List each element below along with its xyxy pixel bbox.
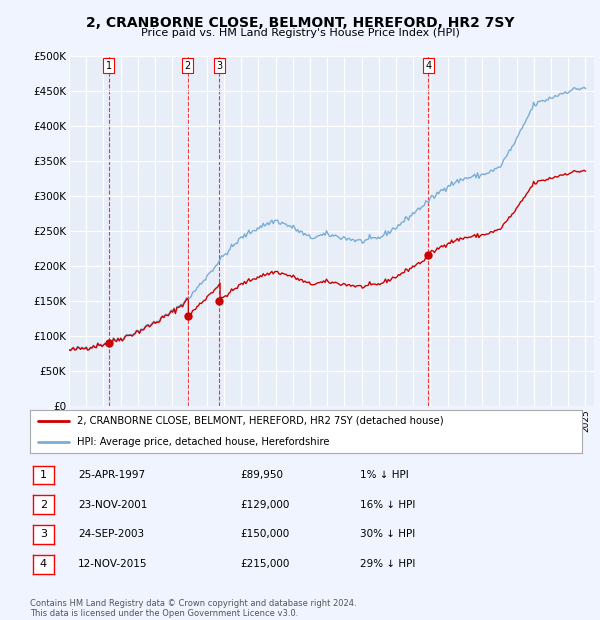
Text: 2, CRANBORNE CLOSE, BELMONT, HEREFORD, HR2 7SY (detached house): 2, CRANBORNE CLOSE, BELMONT, HEREFORD, H…: [77, 416, 443, 426]
Text: Contains HM Land Registry data © Crown copyright and database right 2024.
This d: Contains HM Land Registry data © Crown c…: [30, 599, 356, 618]
Text: 2: 2: [40, 500, 47, 510]
Text: 2, CRANBORNE CLOSE, BELMONT, HEREFORD, HR2 7SY: 2, CRANBORNE CLOSE, BELMONT, HEREFORD, H…: [86, 16, 514, 30]
Text: 29% ↓ HPI: 29% ↓ HPI: [360, 559, 415, 569]
Text: 16% ↓ HPI: 16% ↓ HPI: [360, 500, 415, 510]
Text: 4: 4: [40, 559, 47, 569]
Text: 2: 2: [185, 61, 191, 71]
Text: 1: 1: [40, 470, 47, 480]
Text: £150,000: £150,000: [240, 529, 289, 539]
Text: £129,000: £129,000: [240, 500, 289, 510]
Text: 30% ↓ HPI: 30% ↓ HPI: [360, 529, 415, 539]
Text: 3: 3: [216, 61, 223, 71]
Text: 1: 1: [106, 61, 112, 71]
Text: 3: 3: [40, 529, 47, 539]
Text: 24-SEP-2003: 24-SEP-2003: [78, 529, 144, 539]
Text: 1% ↓ HPI: 1% ↓ HPI: [360, 470, 409, 480]
Text: 12-NOV-2015: 12-NOV-2015: [78, 559, 148, 569]
Text: HPI: Average price, detached house, Herefordshire: HPI: Average price, detached house, Here…: [77, 437, 329, 447]
Text: £89,950: £89,950: [240, 470, 283, 480]
Text: £215,000: £215,000: [240, 559, 289, 569]
Text: Price paid vs. HM Land Registry's House Price Index (HPI): Price paid vs. HM Land Registry's House …: [140, 28, 460, 38]
Text: 23-NOV-2001: 23-NOV-2001: [78, 500, 148, 510]
Text: 25-APR-1997: 25-APR-1997: [78, 470, 145, 480]
Text: 4: 4: [425, 61, 431, 71]
